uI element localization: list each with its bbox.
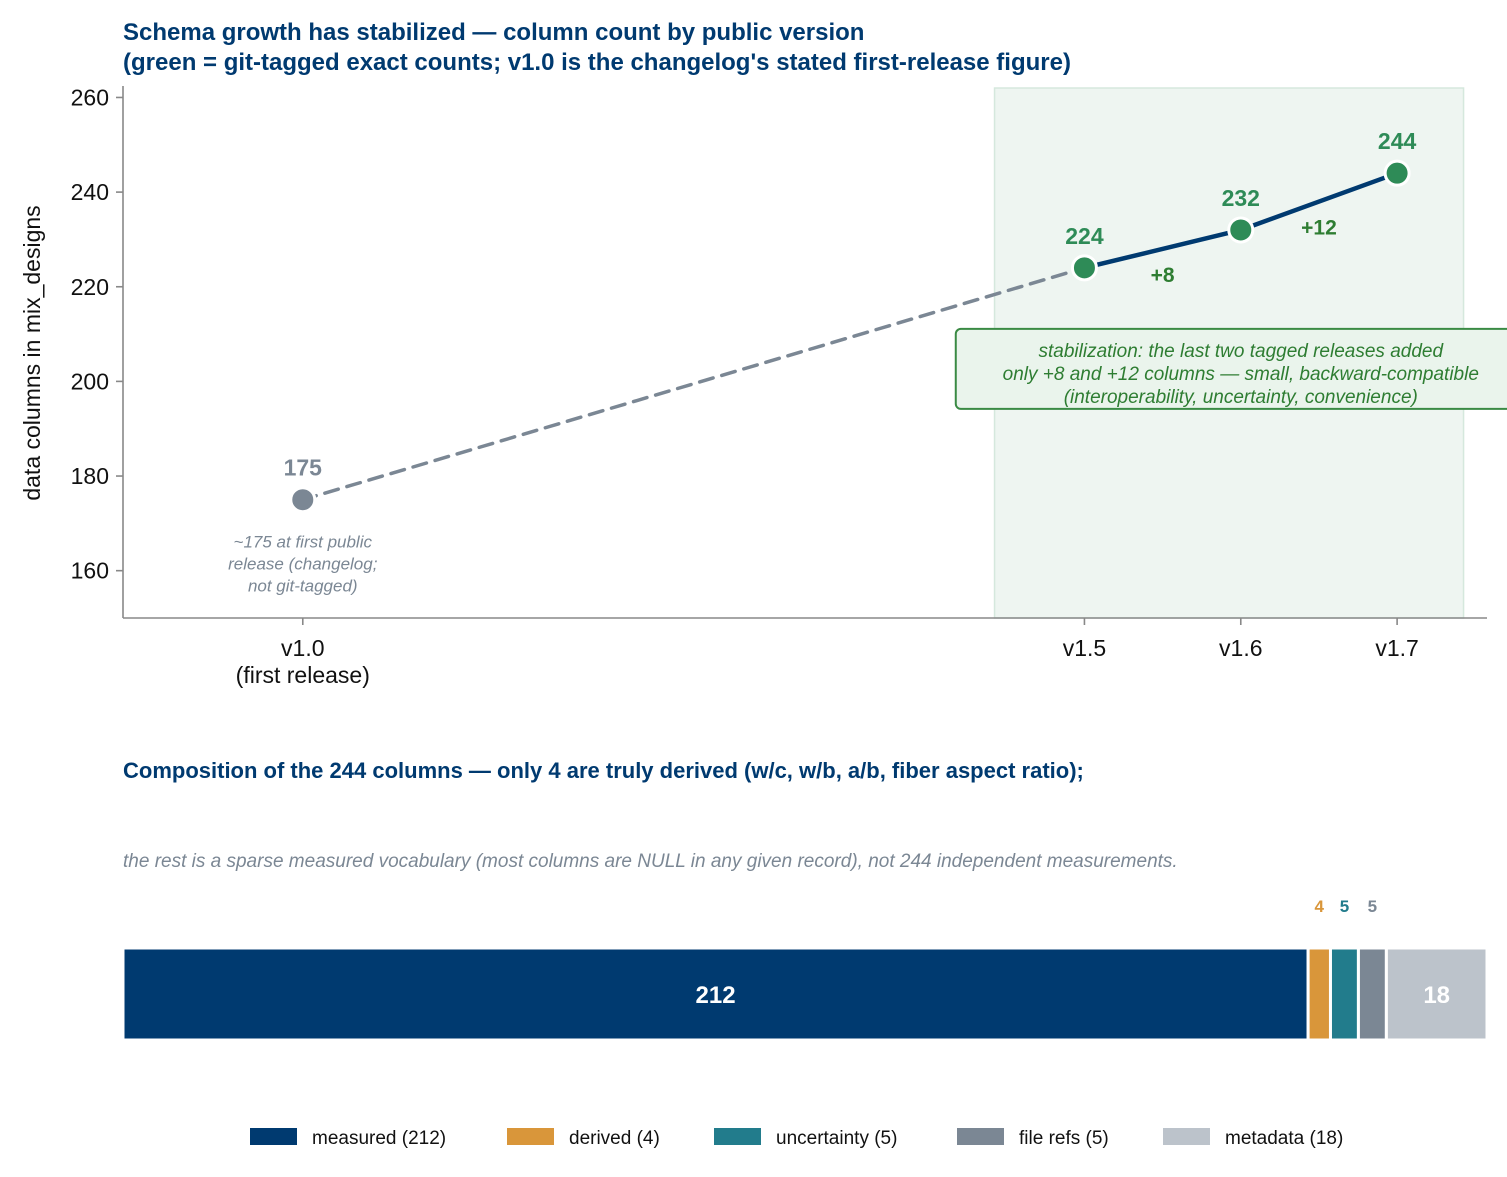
tagged-segment-line [1082,227,1244,271]
legend-swatch [250,1128,297,1145]
delta-label: +8 [1151,264,1175,287]
x-tick-label: v1.7 [1375,635,1418,661]
y-axis-ticks: 160 180 200 220 240 260 [71,84,123,584]
y-tick-label: 240 [71,179,109,205]
line-chart-title: Schema growth has stabilized — column co… [123,19,864,46]
data-point [1383,159,1411,187]
bar-segment [1356,946,1388,1042]
first-release-note-line: release (changelog; [228,555,378,574]
bar-segment-label-outside: 4 [1315,897,1325,916]
y-axis-label: data columns in mix_designs [19,205,45,500]
bar-segment-label-outside: 5 [1368,897,1377,916]
series-points [289,159,1411,514]
legend-label: measured (212) [312,1128,446,1149]
delta-labels: +8 +12 [1151,217,1337,287]
annotation-line: stabilization: the last two tagged relea… [1039,341,1445,362]
series-lines [301,170,1400,502]
bar-segment [1306,946,1332,1042]
bar-legend: measured (212) derived (4) uncertainty (5)… [250,1128,1343,1149]
data-point [289,486,317,514]
legend-swatch [507,1128,554,1145]
bar-segment [1328,946,1360,1042]
legend-label: file refs (5) [1019,1128,1109,1149]
legend-swatch [957,1128,1004,1145]
bar-segment-label: 18 [1423,982,1450,1009]
x-tick-label: v1.5 [1063,635,1106,661]
y-tick-label: 180 [71,463,109,489]
bar-segment-label: 212 [696,982,736,1009]
x-axis-ticks: v1.0(first release) v1.5 v1.6 v1.7 [236,618,1419,688]
bar-chart-title: Composition of the 244 columns — only 4 … [123,758,1084,783]
bar-segment-label-outside: 5 [1340,897,1349,916]
point-value-label: 232 [1222,185,1260,211]
x-tick-sublabel: (first release) [236,662,370,688]
legend-swatch [1163,1128,1210,1145]
annotation-line: (interoperability, uncertainty, convenie… [1064,387,1418,408]
legend-label: uncertainty (5) [776,1128,897,1149]
point-value-label: 224 [1065,223,1104,249]
data-point [1227,216,1255,244]
y-tick-label: 220 [71,274,109,300]
tagged-segment-line [1238,170,1400,233]
legend-label: metadata (18) [1225,1128,1343,1149]
bar-chart-subtitle: the rest is a sparse measured vocabulary… [123,851,1178,872]
bar-segment [1384,946,1489,1042]
annotation-line: only +8 and +12 columns — small, backwar… [1003,364,1479,385]
line-chart-subtitle: (green = git-tagged exact counts; v1.0 i… [123,49,1071,76]
first-release-note-line: not git-tagged) [248,577,358,596]
point-value-labels: 175 224 232 244 [284,128,1417,481]
delta-label: +12 [1301,217,1337,240]
untagged-segment-line [301,266,1087,502]
annotation-box-frame [954,327,1507,410]
x-tick-label: v1.0 [281,635,324,661]
stabilization-annotation: stabilization: the last two tagged relea… [954,327,1507,410]
legend-swatch [714,1128,761,1145]
first-release-note: ~175 at first public release (changelog; n… [228,533,378,596]
legend-label: derived (4) [569,1128,660,1149]
point-value-label: 175 [284,455,323,481]
data-point [1070,254,1098,282]
x-tick-label: v1.6 [1219,635,1262,661]
y-tick-label: 200 [71,368,109,394]
y-tick-label: 260 [71,84,109,110]
point-value-label: 244 [1378,128,1417,154]
first-release-note-line: ~175 at first public [234,533,373,552]
y-tick-label: 160 [71,558,109,584]
